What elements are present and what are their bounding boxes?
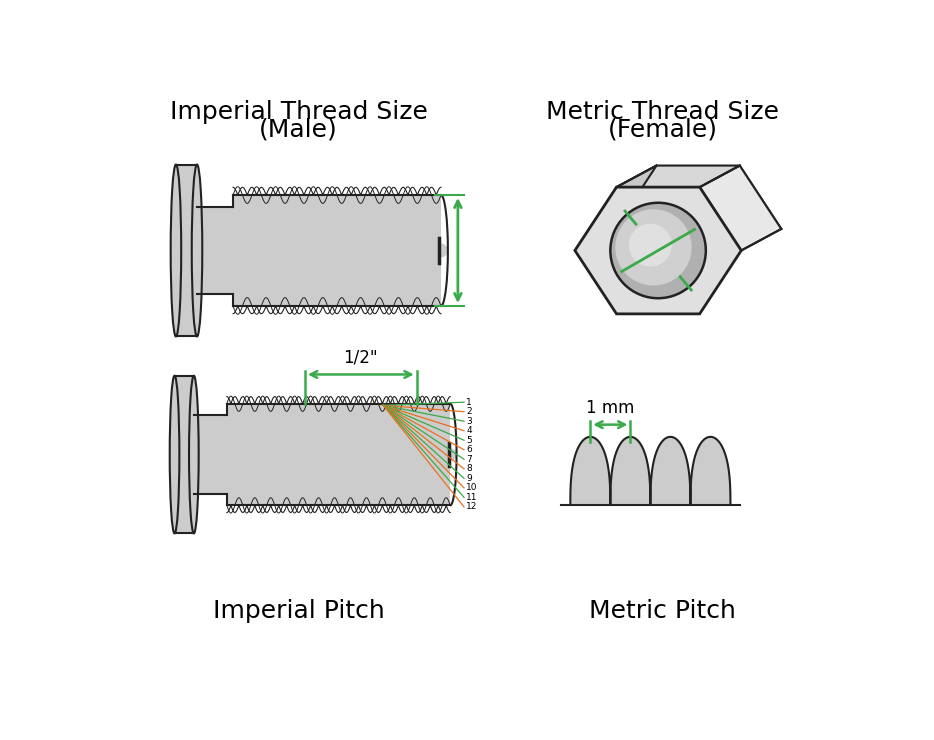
Ellipse shape (629, 223, 672, 266)
Text: 4: 4 (466, 426, 472, 435)
Bar (197, 207, 234, 294)
Text: 10: 10 (466, 483, 478, 492)
Ellipse shape (189, 376, 199, 534)
Text: 3: 3 (466, 417, 472, 425)
Text: Metric Thread Size: Metric Thread Size (546, 101, 779, 124)
Text: 1/2": 1/2" (344, 349, 378, 367)
Text: 12: 12 (466, 502, 477, 511)
Polygon shape (575, 187, 742, 314)
Polygon shape (575, 166, 657, 251)
Polygon shape (700, 166, 781, 251)
Ellipse shape (610, 203, 706, 298)
Bar (194, 415, 227, 494)
Text: 9: 9 (466, 474, 472, 482)
Bar (227, 404, 450, 505)
Wedge shape (450, 448, 457, 461)
Ellipse shape (191, 164, 203, 337)
Bar (176, 164, 197, 337)
Text: 8: 8 (466, 464, 472, 474)
Wedge shape (441, 243, 448, 258)
Text: 1: 1 (466, 397, 472, 407)
Text: (Male): (Male) (259, 117, 338, 141)
Text: 11: 11 (466, 493, 478, 502)
Polygon shape (571, 437, 730, 505)
Text: 2: 2 (466, 407, 472, 416)
Text: Imperial Thread Size: Imperial Thread Size (170, 101, 428, 124)
Bar (234, 195, 441, 306)
Text: (Female): (Female) (608, 117, 717, 141)
Text: 5: 5 (466, 436, 472, 445)
Polygon shape (616, 166, 740, 187)
Bar (175, 376, 194, 534)
Text: 1 mm: 1 mm (587, 399, 634, 417)
Ellipse shape (616, 209, 692, 286)
Ellipse shape (170, 376, 179, 534)
Text: Imperial Pitch: Imperial Pitch (213, 599, 385, 622)
Text: Metric Pitch: Metric Pitch (589, 599, 736, 622)
Text: 7: 7 (466, 455, 472, 464)
Ellipse shape (171, 164, 181, 337)
Text: 6: 6 (466, 445, 472, 454)
